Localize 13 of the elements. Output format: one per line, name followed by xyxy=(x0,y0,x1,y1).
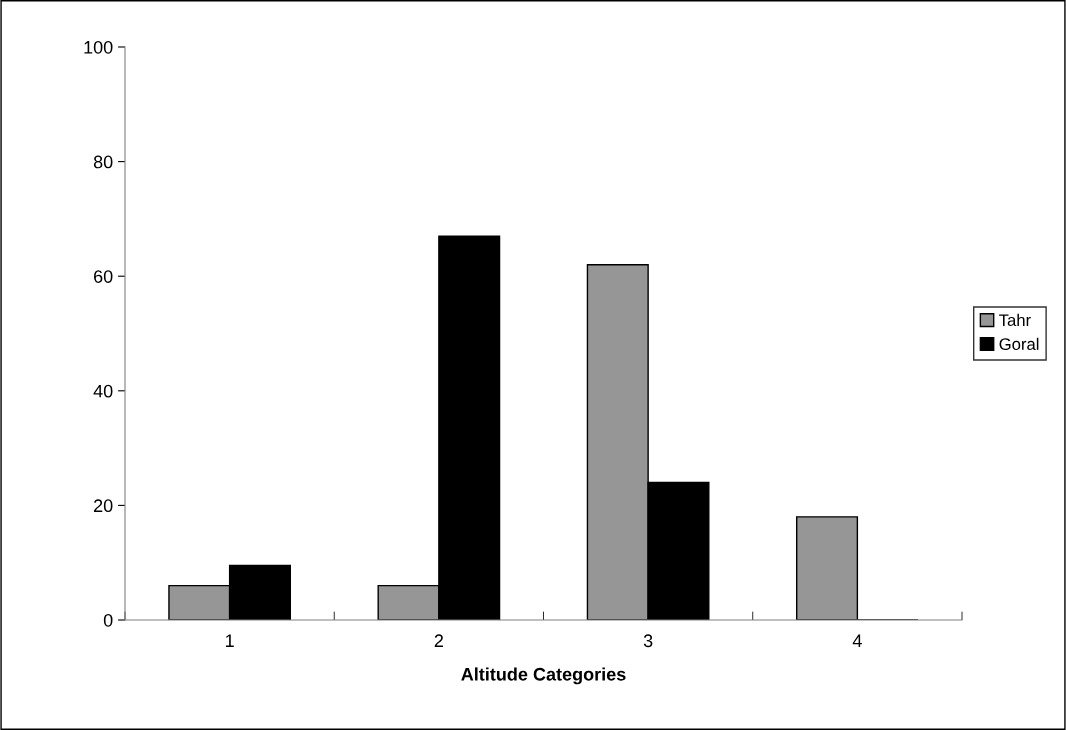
y-tick-label: 100 xyxy=(84,40,113,54)
y-tick-label: 80 xyxy=(93,155,113,169)
x-axis-title: Altitude Categories xyxy=(461,667,626,685)
x-tick-label: 1 xyxy=(225,634,234,647)
x-tick-label: 3 xyxy=(643,634,653,648)
y-tick-label: 0 xyxy=(103,613,113,627)
x-tick-label: 4 xyxy=(852,634,862,647)
y-tick-label: 20 xyxy=(94,499,113,513)
legend-label: Goral xyxy=(999,337,1039,350)
y-tick-label: 40 xyxy=(93,384,113,398)
x-tick-label: 2 xyxy=(434,634,443,647)
y-tick-label: 60 xyxy=(94,270,113,283)
legend-label: Tahr xyxy=(999,313,1031,327)
